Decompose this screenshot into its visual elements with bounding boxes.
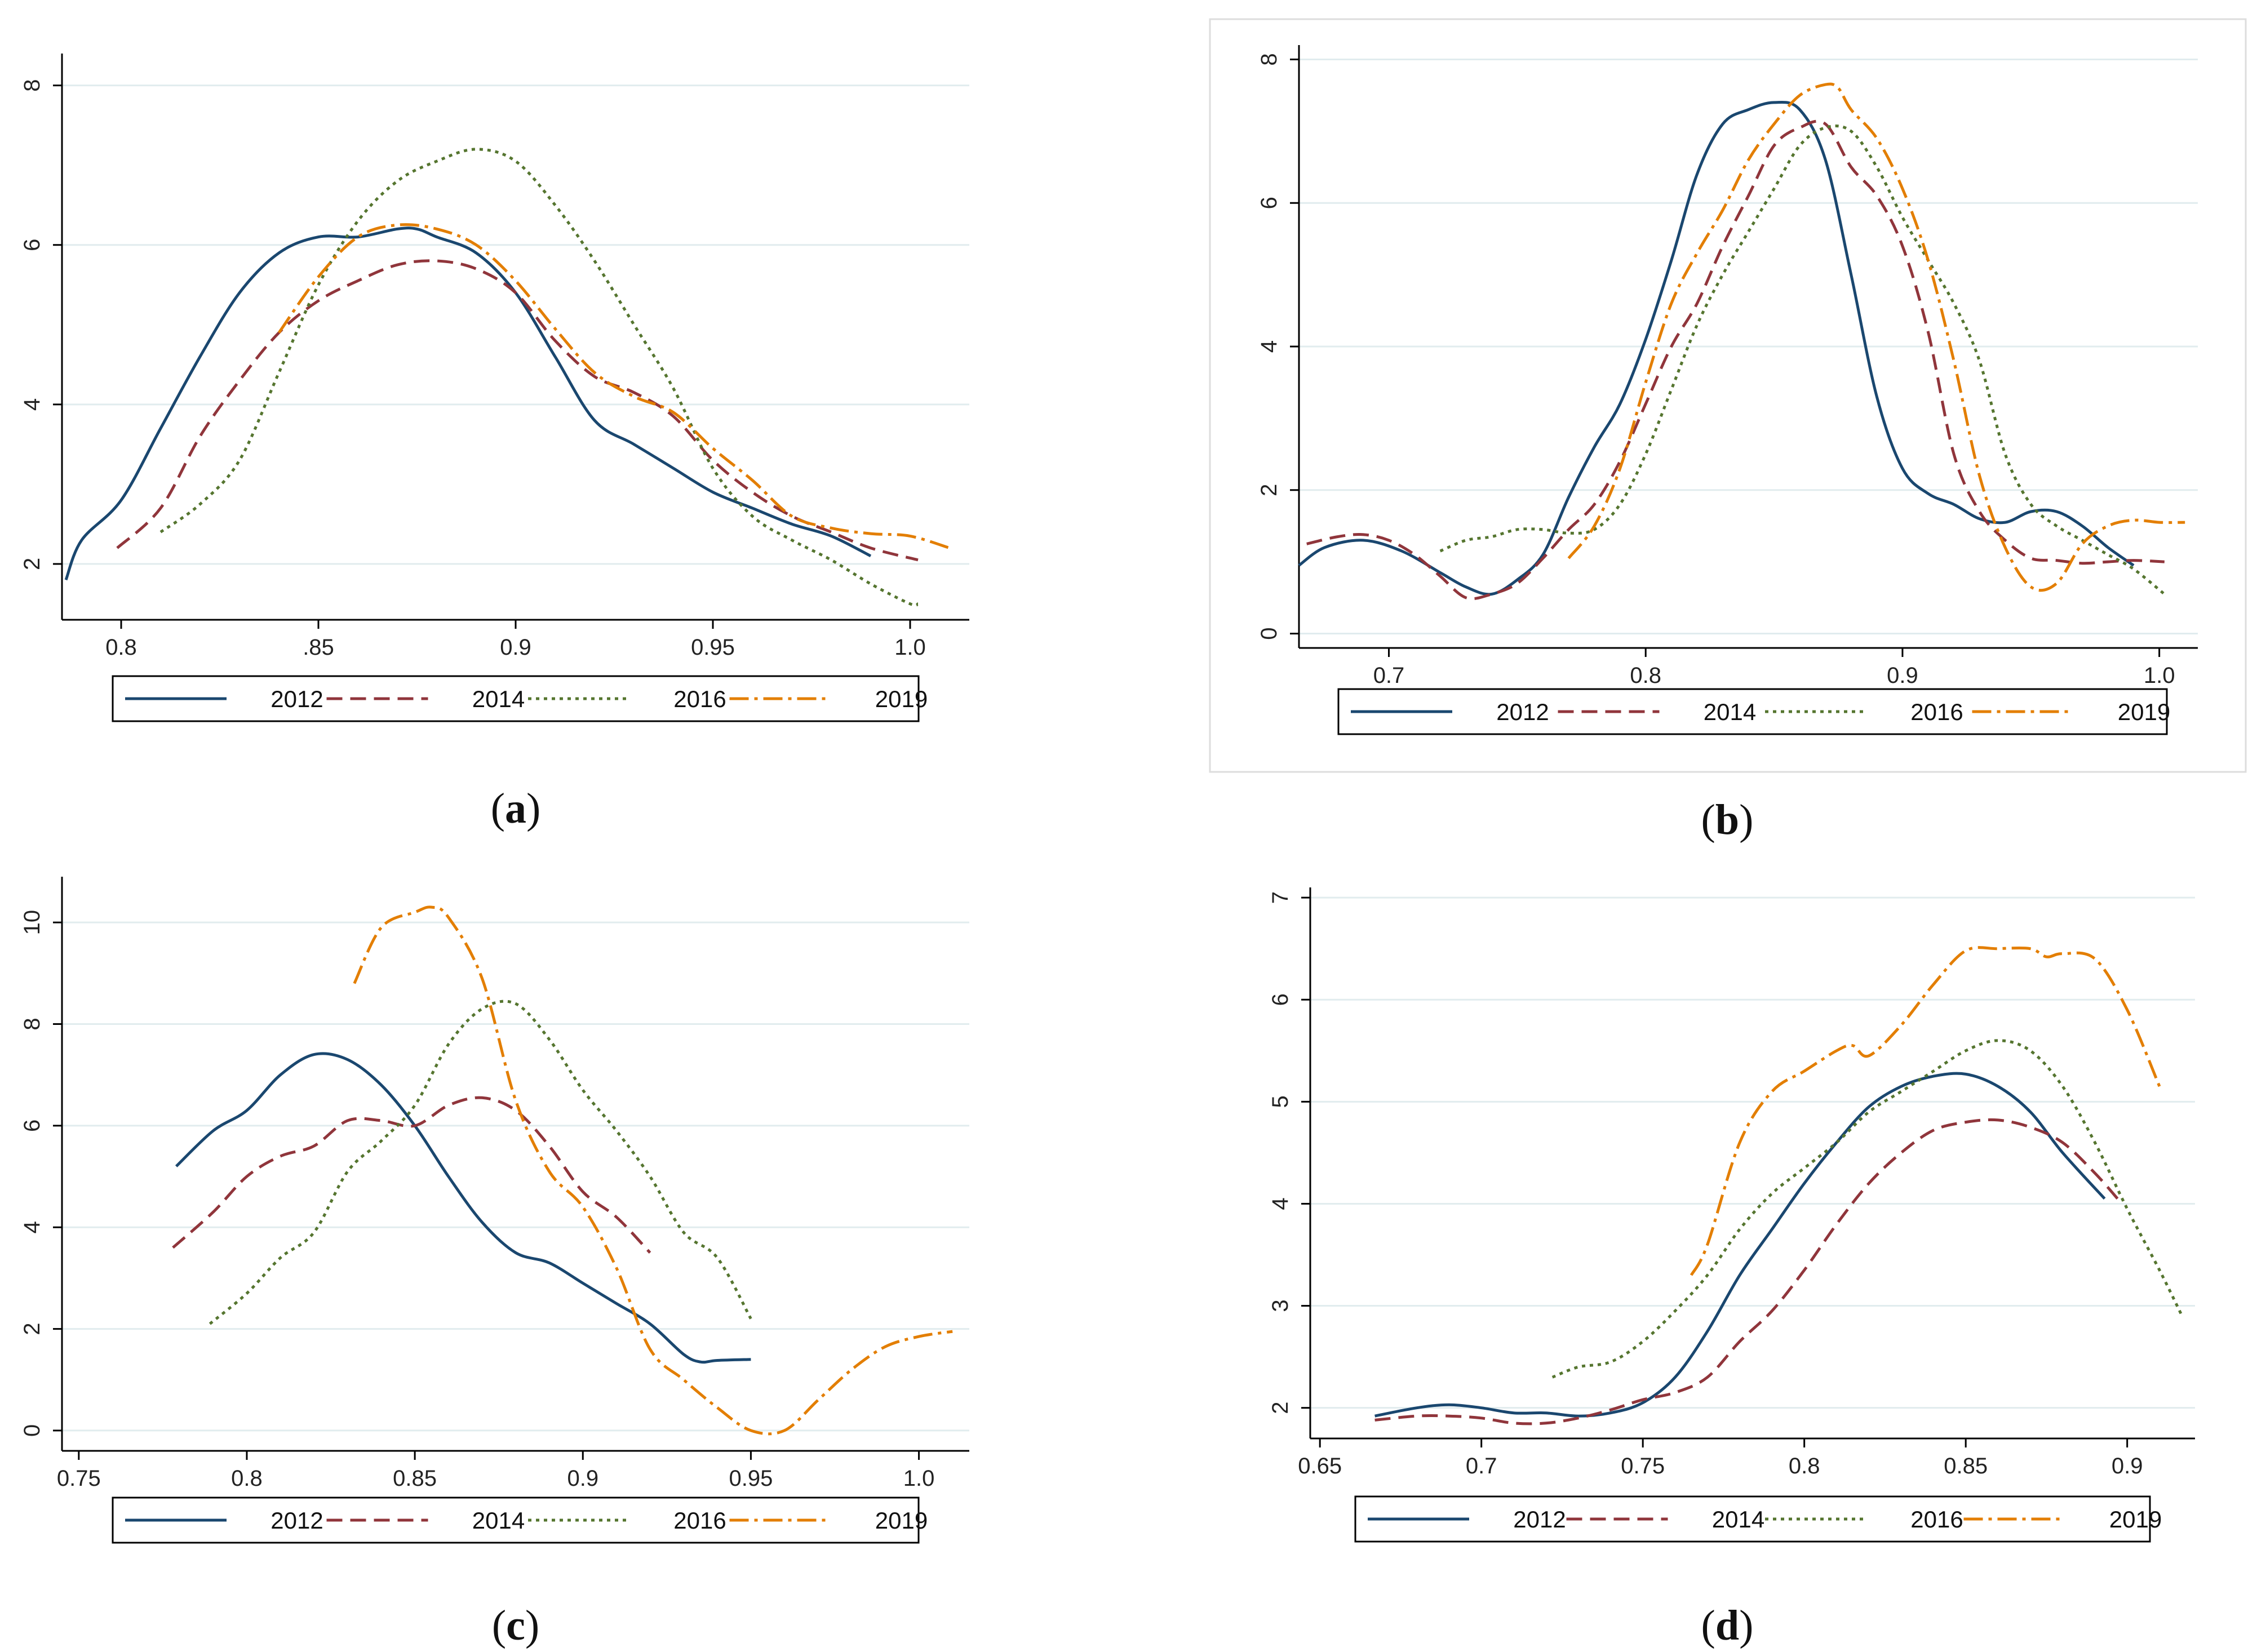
x-tick-label: 0.9 [500,635,531,660]
x-tick-label: 0.9 [1887,663,1918,688]
y-tick-label: 4 [1268,1197,1293,1210]
legend-label-2019: 2019 [2118,699,2170,725]
panel-caption: (c) [492,1602,539,1649]
panel-caption: (b) [1701,796,1754,843]
series-line-2019 [353,905,953,1436]
x-tick-label: 1.0 [894,635,926,660]
series-line-2014 [1374,1118,2119,1425]
series-line-2012 [175,1052,751,1364]
legend-label-2019: 2019 [875,686,928,712]
legend-label-2014: 2014 [472,686,525,712]
x-tick-label: 0.9 [2112,1454,2143,1478]
series-line-2019 [1690,946,2161,1276]
y-tick-label: 6 [20,1120,45,1132]
x-tick-label: 0.8 [1789,1454,1820,1478]
y-tick-label: 5 [1268,1095,1293,1108]
series-line-2012 [1374,1072,2106,1418]
x-tick-label: 0.85 [393,1466,437,1491]
y-tick-label: 4 [20,398,45,411]
legend-box [1354,1495,2151,1543]
y-tick-label: 8 [1257,53,1282,65]
legend-label-2012: 2012 [271,1507,323,1534]
y-tick-label: 6 [1257,197,1282,209]
x-tick-label: 0.65 [1298,1454,1342,1478]
x-tick-label: 0.85 [1944,1454,1988,1478]
x-tick-label: 0.75 [1621,1454,1665,1478]
panel-b: 0 2 4 6 8 0.7 0.8 0.9 1.0 2012 2014 2016 2019 (b) [1257,45,2198,843]
panel-b-frame [1209,18,2247,773]
x-tick-label: 0.95 [729,1466,773,1491]
x-tick-label: 0.7 [1466,1454,1497,1478]
legend-box [1337,688,2168,735]
series-line-2016 [1439,125,2166,596]
series-line-2014 [116,259,919,562]
y-tick-label: 4 [20,1221,45,1233]
y-tick-label: 6 [1268,993,1293,1006]
legend-label-2014: 2014 [1704,699,1756,725]
y-tick-label: 2 [1268,1402,1293,1414]
y-tick-label: 2 [20,558,45,570]
y-tick-label: 3 [1268,1299,1293,1312]
y-tick-label: 4 [1257,340,1282,353]
y-tick-label: 10 [20,910,45,935]
x-tick-label: 1.0 [903,1466,935,1491]
y-tick-label: 7 [1268,891,1293,904]
y-tick-label: 8 [20,79,45,91]
legend-box [112,675,920,722]
legend-label-2012: 2012 [271,686,323,712]
legend-label-2016: 2016 [1910,1506,1963,1533]
y-tick-label: 8 [20,1018,45,1030]
series-line-2019 [277,223,950,549]
legend-label-2019: 2019 [2109,1506,2162,1533]
legend-label-2014: 2014 [1712,1506,1764,1533]
y-tick-label: 2 [20,1322,45,1335]
x-tick-label: 1.0 [2144,663,2175,688]
legend-label-2014: 2014 [472,1507,525,1534]
legend-label-2012: 2012 [1513,1506,1566,1533]
panel-c: 0 2 4 6 8 10 0.75 0.8 0.85 0.9 0.95 1.0 2012 2014 2016… [20,877,969,1649]
legend-label-2019: 2019 [875,1507,928,1534]
x-tick-label: 0.8 [1630,663,1661,688]
x-tick-label: 0.9 [567,1466,598,1491]
series-line-2014 [1306,119,2165,601]
y-tick-label: 0 [1257,627,1282,640]
x-tick-label: 0.8 [231,1466,263,1491]
x-tick-label: 0.75 [57,1466,101,1491]
y-tick-label: 2 [1257,484,1282,496]
x-tick-label: .85 [303,635,334,660]
panel-a: 2 4 6 8 0.8 .85 0.9 0.95 1.0 2012 2014 2016 2019 (a) [20,54,969,832]
y-tick-label: 0 [20,1424,45,1437]
legend-label-2016: 2016 [673,686,726,712]
series-line-2016 [209,1000,752,1325]
series-line-2016 [1551,1039,2184,1379]
series-line-2014 [172,1096,651,1254]
series-line-2019 [1567,82,2185,592]
x-tick-label: 0.7 [1373,663,1405,688]
legend-label-2016: 2016 [673,1507,726,1534]
panel-caption: (a) [491,785,541,832]
legend-box [112,1496,920,1544]
panel-caption: (d) [1701,1602,1754,1649]
x-tick-label: 0.8 [105,635,137,660]
x-tick-label: 0.95 [691,635,735,660]
series-line-2016 [159,148,919,607]
legend-label-2012: 2012 [1496,699,1549,725]
series-line-2012 [1298,100,2135,596]
series-line-2012 [64,227,872,581]
panel-d: 2 3 4 5 6 7 0.65 0.7 0.75 0.8 0.85 0.9 2012 2014 2016 2… [1268,887,2195,1649]
legend-label-2016: 2016 [1910,699,1963,725]
y-tick-label: 6 [20,239,45,251]
